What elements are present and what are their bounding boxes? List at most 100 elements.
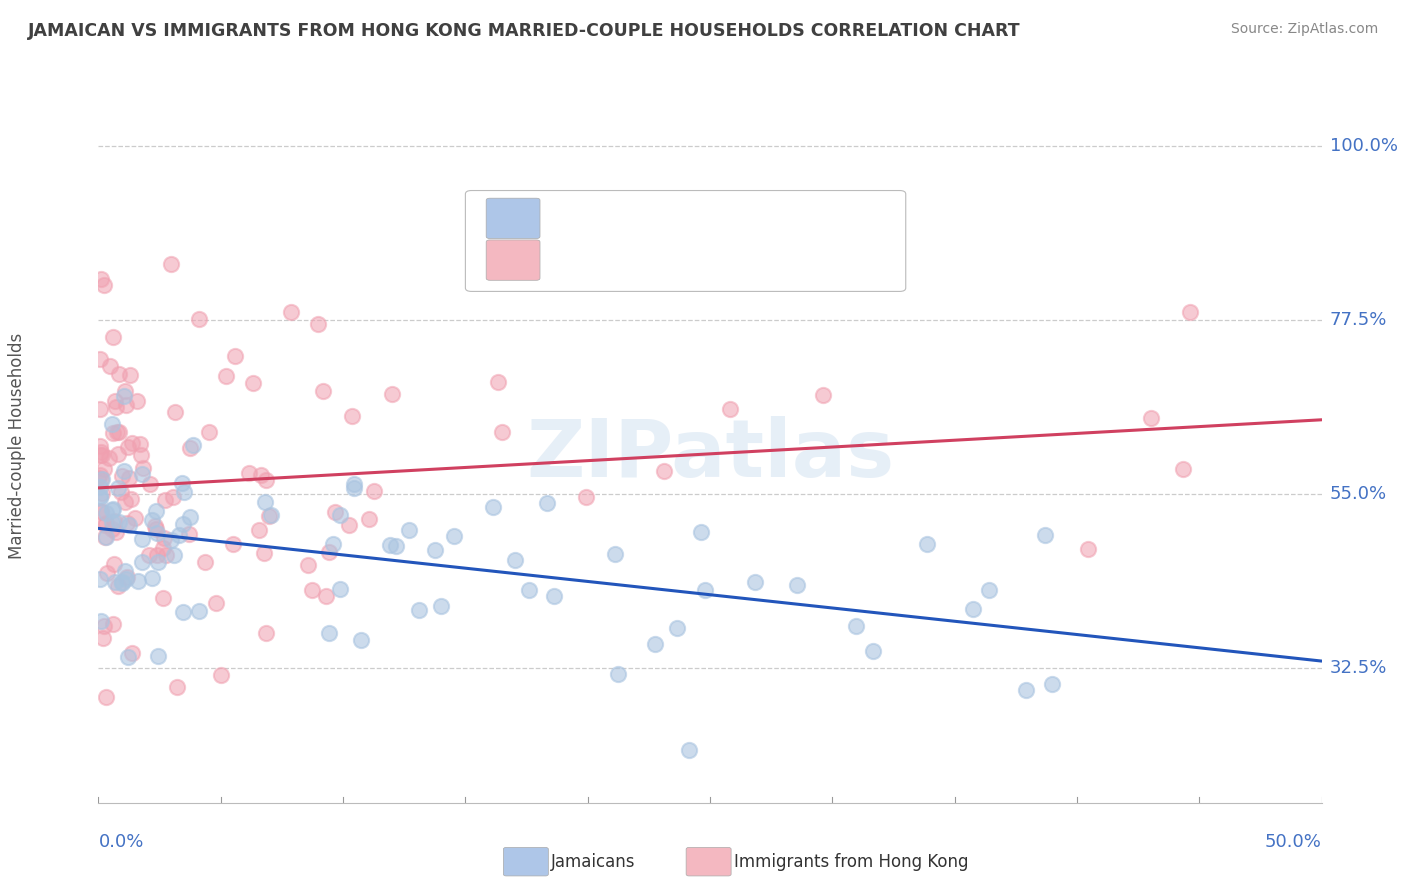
FancyBboxPatch shape [486, 240, 540, 280]
Point [107, 367, 129, 381]
Point [90, 472, 112, 486]
Point [111, 574, 134, 589]
Point [94, 506, 117, 520]
Point [301, 583, 323, 598]
Point [350, 632, 373, 647]
Point [312, 384, 335, 399]
Point [678, 742, 700, 756]
Point [238, 466, 260, 480]
Point [87, 471, 110, 485]
Point [124, 511, 146, 525]
Point [179, 510, 201, 524]
Point [111, 469, 134, 483]
Text: 55.0%: 55.0% [1330, 484, 1388, 502]
Point [606, 667, 628, 681]
Point [179, 441, 201, 455]
Point [112, 389, 135, 403]
Point [108, 425, 131, 440]
Point [1015, 682, 1038, 697]
Point [977, 582, 1000, 597]
Point [543, 589, 565, 603]
Point [363, 483, 385, 498]
Point [101, 502, 124, 516]
Point [259, 508, 281, 523]
Point [172, 605, 194, 619]
Text: JAMAICAN VS IMMIGRANTS FROM HONG KONG MARRIED-COUPLE HOUSEHOLDS CORRELATION CHAR: JAMAICAN VS IMMIGRANTS FROM HONG KONG MA… [28, 22, 1021, 40]
Point [90, 472, 112, 486]
Point [131, 532, 153, 546]
Point [93, 462, 115, 476]
Point [132, 460, 155, 475]
Point [845, 618, 868, 632]
Point [322, 537, 344, 551]
Point [90, 615, 112, 629]
Point [786, 578, 808, 592]
Point [862, 643, 884, 657]
Point [915, 537, 938, 551]
Point [93, 278, 115, 293]
Point [166, 681, 188, 695]
Point [152, 541, 174, 556]
Point [120, 491, 142, 506]
Point [250, 467, 273, 482]
Point [430, 599, 453, 613]
Point [505, 553, 527, 567]
Point [94, 530, 117, 544]
Point [94, 690, 117, 704]
Point [652, 464, 675, 478]
Point [215, 369, 238, 384]
Point [112, 464, 135, 478]
Point [94, 518, 117, 533]
Point [254, 473, 277, 487]
Point [131, 467, 153, 481]
Point [98, 359, 121, 373]
Text: 100.0%: 100.0% [1330, 136, 1398, 154]
Point [145, 504, 167, 518]
Point [378, 538, 401, 552]
Point [962, 602, 984, 616]
Point [517, 583, 540, 598]
Point [98, 450, 121, 465]
Point [260, 508, 283, 522]
Point [114, 494, 136, 508]
Point [152, 591, 174, 605]
Point [103, 557, 125, 571]
Point [693, 583, 716, 598]
Point [357, 512, 380, 526]
Point [91, 632, 114, 646]
Point [307, 317, 329, 331]
Point [194, 555, 217, 569]
Point [221, 536, 243, 550]
Point [153, 531, 176, 545]
Point [159, 533, 181, 548]
Point [205, 596, 228, 610]
Point [89, 491, 111, 505]
Point [159, 257, 181, 271]
Point [118, 368, 141, 382]
Point [94, 516, 117, 530]
Text: Jamaicans: Jamaicans [551, 853, 636, 871]
Point [665, 621, 688, 635]
Point [1140, 410, 1163, 425]
Point [297, 558, 319, 572]
FancyBboxPatch shape [486, 198, 540, 238]
Point [143, 519, 166, 533]
Point [111, 576, 134, 591]
Point [145, 522, 167, 536]
Point [101, 617, 124, 632]
Point [811, 388, 834, 402]
Point [96, 566, 118, 581]
Point [211, 668, 233, 682]
Text: ZIPatlas: ZIPatlas [526, 416, 894, 494]
Point [117, 441, 139, 455]
Point [118, 518, 141, 533]
Point [318, 545, 340, 559]
Point [129, 448, 152, 462]
Point [247, 523, 270, 537]
Point [173, 484, 195, 499]
Point [340, 409, 363, 423]
Point [163, 405, 186, 419]
Point [1040, 677, 1063, 691]
Text: Married-couple Households: Married-couple Households [8, 333, 25, 559]
Point [318, 626, 340, 640]
